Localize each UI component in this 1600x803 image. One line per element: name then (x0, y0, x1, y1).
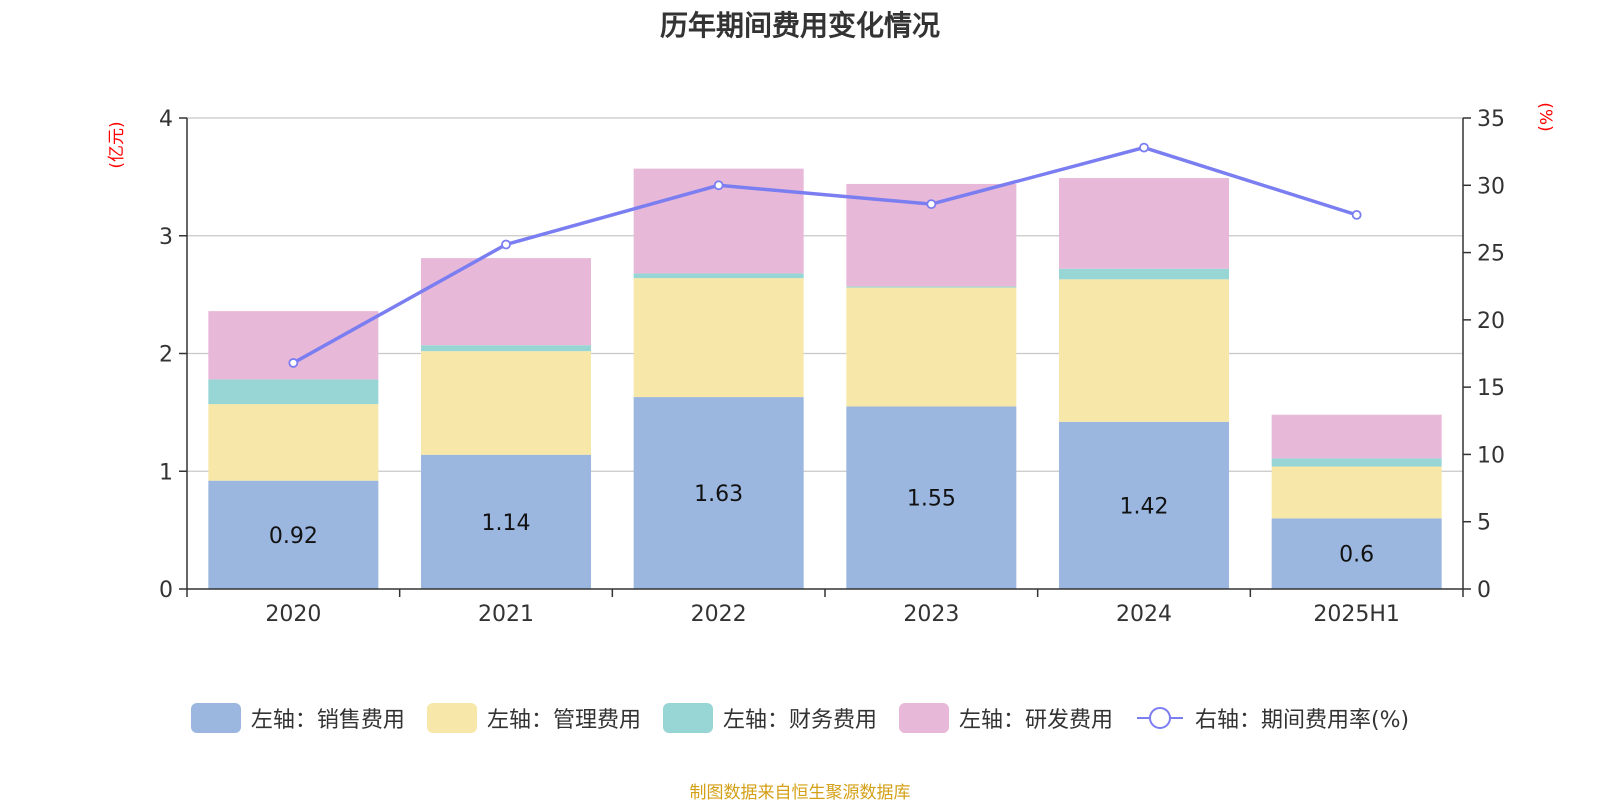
bar-segment (846, 406, 1017, 589)
line-marker-icon (1136, 707, 1183, 729)
right-axis-unit: (%) (1535, 102, 1555, 131)
bar-segment (208, 311, 379, 380)
data-labels: 0.92 1.14 1.63 1.55 1.42 0.6 (269, 482, 1374, 568)
bar-segment (208, 379, 379, 405)
bar-value-label: 0.92 (269, 524, 318, 549)
bar-segment (1059, 268, 1229, 280)
right-tick-label: 35 (1477, 107, 1505, 132)
bar-segment (1271, 414, 1442, 459)
bar-segment (633, 278, 804, 398)
bar-segment (208, 480, 379, 589)
rate-point (288, 358, 299, 368)
legend-swatch (662, 703, 713, 733)
right-tick-label: 15 (1477, 376, 1505, 401)
bars (208, 168, 1442, 589)
rate-point (1139, 142, 1149, 153)
bar-value-label: 1.14 (482, 511, 531, 536)
left-tick-label: 0 (159, 578, 173, 603)
axes: 0 1 2 3 4 0 5 10 15 20 25 30 35 2020 2021 2022 2023 2024 2… (159, 107, 1505, 627)
left-tick-label: 1 (159, 460, 173, 485)
bar-segment (421, 345, 591, 352)
bar-segment (633, 397, 804, 589)
chart-plot: 0 1 2 3 4 0 5 10 15 20 25 30 35 2020 2021 2022 2023 2024 2… (107, 102, 1555, 627)
bar-segment (1059, 421, 1229, 589)
bar-value-label: 0.6 (1339, 543, 1374, 568)
bar-segment (846, 286, 1017, 288)
legend-swatch (426, 703, 477, 733)
bar-segment (846, 287, 1017, 407)
left-tick-label: 2 (159, 343, 173, 368)
legend-item[interactable]: 左轴：管理费用 (426, 702, 641, 734)
legend-label: 左轴：财务费用 (722, 708, 877, 733)
bar-segment (421, 351, 591, 455)
legend-swatch (898, 703, 949, 733)
bar-segment (1271, 466, 1442, 519)
legend-label: 左轴：管理费用 (486, 708, 641, 733)
rate-point (713, 180, 724, 191)
rate-point (501, 239, 511, 250)
right-tick-label: 10 (1477, 443, 1505, 468)
chart-title: 历年期间费用变化情况 (659, 9, 940, 42)
legend-item[interactable]: 左轴：研发费用 (898, 702, 1113, 734)
bar-segment (633, 273, 804, 279)
left-tick-label: 4 (159, 107, 173, 132)
bar-segment (1059, 178, 1229, 269)
bar-value-label: 1.55 (907, 487, 956, 512)
x-tick-label: 2020 (265, 602, 321, 627)
rate-point (1351, 209, 1362, 220)
x-tick-label: 2023 (903, 602, 959, 627)
left-axis-unit: (亿元) (107, 121, 127, 168)
legend-item[interactable]: 左轴：财务费用 (662, 702, 877, 734)
legend-item[interactable]: 右轴：期间费用率(%) (1135, 702, 1409, 734)
legend-label: 左轴：销售费用 (250, 708, 405, 733)
x-tick-label: 2024 (1116, 602, 1172, 627)
left-tick-label: 3 (159, 225, 173, 250)
bar-value-label: 1.63 (694, 482, 743, 507)
bar-segment (421, 258, 591, 346)
rate-line (288, 142, 1362, 368)
source-note: 制图数据来自恒生聚源数据库 (689, 783, 911, 803)
legend-item[interactable]: 左轴：销售费用 (190, 702, 405, 734)
right-tick-label: 20 (1477, 309, 1505, 334)
bar-segment (1059, 279, 1229, 422)
x-tick-label: 2025H1 (1313, 602, 1400, 627)
x-tick-label: 2021 (478, 602, 534, 627)
right-tick-label: 5 (1477, 511, 1491, 536)
x-tick-label: 2022 (691, 602, 747, 627)
bar-segment (1271, 458, 1442, 467)
legend-swatch (190, 703, 241, 733)
right-tick-label: 25 (1477, 242, 1505, 267)
legend: 左轴：销售费用 左轴：管理费用 左轴：财务费用 左轴：研发费用 右轴：期间费用率(%) (0, 702, 1600, 734)
right-tick-label: 30 (1477, 174, 1505, 199)
rate-point (926, 199, 937, 210)
bar-value-label: 1.42 (1120, 494, 1169, 519)
right-tick-label: 0 (1477, 578, 1491, 603)
rate-line-path (292, 145, 1358, 365)
grid-lines (187, 117, 1463, 472)
bar-segment (208, 404, 379, 481)
bar-segment (421, 454, 591, 589)
bar-segment (1271, 518, 1442, 589)
legend-label: 右轴：期间费用率(%) (1194, 708, 1410, 733)
legend-label: 左轴：研发费用 (958, 708, 1113, 733)
